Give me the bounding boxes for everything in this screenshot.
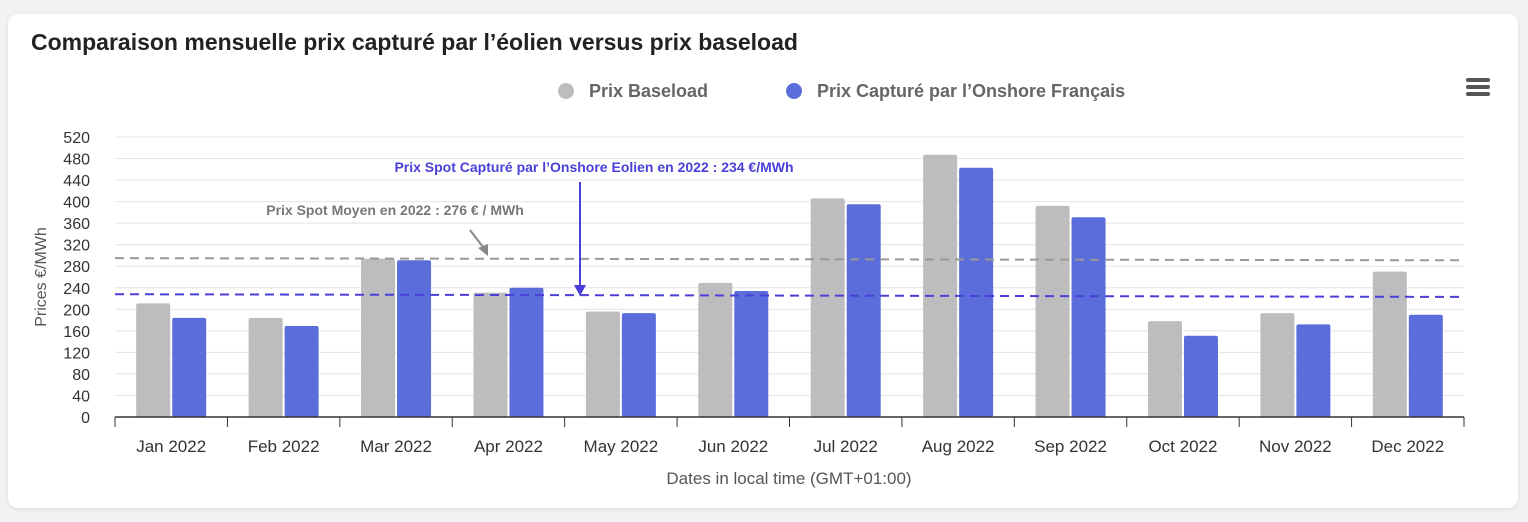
x-tick-label: Aug 2022	[922, 437, 995, 456]
bar-captured	[846, 204, 881, 417]
bar-baseload	[923, 154, 958, 417]
bars	[136, 154, 1443, 417]
bar-baseload	[136, 303, 171, 417]
y-axis-ticks: 0 40 80 120 160 200 240 280 320 360 400 440 480 520	[63, 130, 90, 427]
legend-label-baseload: Prix Baseload	[589, 81, 708, 101]
annotation-arrowhead-captured	[574, 285, 586, 296]
bar-captured	[1408, 314, 1443, 417]
reference-line-baseload	[114, 257, 1465, 262]
x-tick-label: Nov 2022	[1259, 437, 1332, 456]
x-axis: Jan 2022 Feb 2022 Mar 2022 Apr 2022 May 2022…	[114, 416, 1465, 456]
x-tick-label: Jul 2022	[814, 437, 878, 456]
chart-title: Comparaison mensuelle prix capturé par l…	[31, 29, 798, 55]
annotation-arrowhead-baseload	[478, 244, 488, 256]
bar-baseload	[1147, 321, 1182, 417]
bar-baseload	[1260, 313, 1295, 417]
reference-lines	[114, 257, 1465, 298]
annotation-baseload-average: Prix Spot Moyen en 2022 : 276 € / MWh	[266, 202, 524, 218]
legend-item-baseload[interactable]: Prix Baseload	[558, 81, 708, 101]
legend-label-captured: Prix Capturé par l’Onshore Français	[817, 81, 1125, 101]
bar-captured	[284, 326, 319, 417]
y-tick-label: 80	[72, 367, 90, 384]
bar-baseload	[585, 311, 620, 417]
x-tick-label: Jun 2022	[698, 437, 768, 456]
bar-captured	[172, 317, 207, 417]
x-axis-label: Dates in local time (GMT+01:00)	[666, 469, 911, 488]
legend-swatch-captured	[786, 83, 802, 99]
bar-captured	[959, 167, 994, 417]
hamburger-menu-icon[interactable]	[1466, 78, 1490, 96]
bar-captured	[1296, 324, 1331, 417]
x-tick-label: May 2022	[584, 437, 659, 456]
y-tick-label: 320	[63, 238, 90, 255]
y-tick-label: 40	[72, 388, 90, 405]
annotation-captured-average: Prix Spot Capturé par l’Onshore Eolien e…	[394, 159, 793, 175]
y-axis-label: Prices €/MWh	[33, 227, 50, 327]
x-tick-label: Jan 2022	[136, 437, 206, 456]
bar-captured	[397, 260, 432, 417]
reference-line-captured	[114, 293, 1465, 298]
y-tick-label: 240	[63, 281, 90, 298]
y-tick-label: 480	[63, 152, 90, 169]
legend-item-captured[interactable]: Prix Capturé par l’Onshore Français	[786, 81, 1125, 101]
x-tick-label: Dec 2022	[1371, 437, 1444, 456]
bar-captured	[1183, 335, 1218, 417]
x-tick-label: Feb 2022	[248, 437, 320, 456]
y-tick-label: 400	[63, 195, 90, 212]
legend[interactable]: Prix Baseload Prix Capturé par l’Onshore…	[558, 81, 1125, 101]
x-tick-label: Sep 2022	[1034, 437, 1107, 456]
y-tick-label: 160	[63, 324, 90, 341]
x-tick-label: Oct 2022	[1148, 437, 1217, 456]
bar-captured	[509, 287, 544, 417]
y-tick-label: 280	[63, 259, 90, 276]
bar-baseload	[473, 292, 508, 417]
bar-baseload	[1372, 271, 1407, 417]
bar-captured	[621, 313, 656, 417]
y-tick-label: 440	[63, 173, 90, 190]
bar-baseload	[361, 258, 396, 417]
grid	[115, 136, 1464, 396]
y-tick-label: 120	[63, 345, 90, 362]
x-tick-label: Apr 2022	[474, 437, 543, 456]
bar-baseload	[698, 282, 733, 417]
y-tick-label: 0	[81, 410, 90, 427]
bar-captured	[734, 291, 769, 417]
y-tick-label: 520	[63, 130, 90, 147]
y-tick-label: 360	[63, 216, 90, 233]
x-tick-label: Mar 2022	[360, 437, 432, 456]
annotation-arrow-baseload	[469, 229, 484, 248]
y-tick-label: 200	[63, 302, 90, 319]
chart-card	[8, 14, 1518, 508]
bar-baseload	[248, 317, 283, 417]
bar-baseload	[810, 198, 845, 417]
legend-swatch-baseload	[558, 83, 574, 99]
bar-baseload	[1035, 205, 1070, 417]
bar-captured	[1071, 217, 1106, 417]
